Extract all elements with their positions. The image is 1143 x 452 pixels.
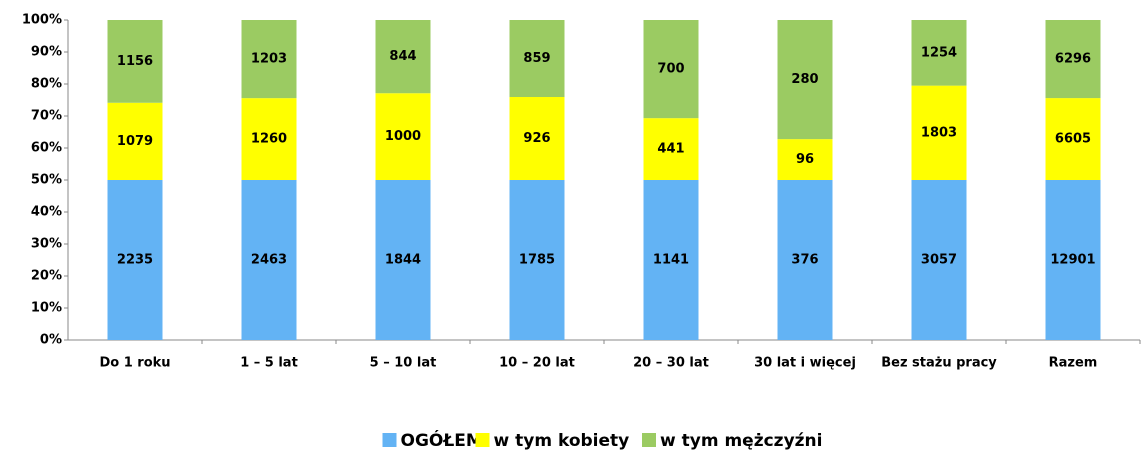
x-tick-label: 30 lat i więcej (754, 356, 856, 371)
y-tick-label: 90% (31, 45, 62, 60)
x-tick-label: Bez stażu pracy (881, 356, 997, 371)
data-label: 376 (791, 253, 818, 268)
data-label: 2235 (117, 253, 153, 268)
y-tick-label: 0% (40, 333, 62, 348)
x-tick-label: 1 – 5 lat (240, 356, 298, 371)
x-tick-label: 10 – 20 lat (499, 356, 575, 371)
bar-segment (643, 118, 699, 180)
data-label: 1203 (251, 52, 287, 67)
x-tick-label: Razem (1049, 356, 1098, 371)
data-label: 96 (796, 152, 814, 167)
y-tick-label: 20% (31, 269, 62, 284)
bar-segment (1045, 180, 1101, 340)
data-label: 1156 (117, 54, 153, 69)
bar-segment (375, 20, 431, 94)
bar-segment (241, 98, 297, 180)
y-tick-label: 100% (22, 13, 62, 28)
bar-segment (777, 180, 833, 340)
bar-segment (375, 180, 431, 340)
bar-segment (107, 180, 163, 340)
bar-segment (911, 85, 967, 180)
data-label: 1079 (117, 134, 153, 149)
x-tick-label: 5 – 10 lat (370, 356, 437, 371)
data-label: 1254 (921, 45, 957, 60)
data-label: 1260 (251, 132, 287, 147)
legend-label: w tym kobiety (494, 431, 630, 451)
bar-segment (375, 93, 431, 180)
data-label: 700 (657, 62, 684, 77)
y-tick-label: 50% (31, 173, 62, 188)
data-label: 1785 (519, 253, 555, 268)
data-label: 859 (523, 51, 550, 66)
data-label: 280 (791, 72, 818, 87)
data-label: 844 (389, 49, 416, 64)
data-label: 6605 (1055, 132, 1091, 147)
x-tick-label: Do 1 roku (99, 356, 170, 371)
y-tick-label: 60% (31, 141, 62, 156)
y-tick-label: 30% (31, 237, 62, 252)
data-label: 441 (657, 142, 684, 157)
legend-swatch (382, 433, 397, 447)
bar-segment (107, 20, 163, 103)
bar-segment (107, 102, 163, 180)
y-tick-label: 40% (31, 205, 62, 220)
bar-segment (509, 20, 565, 97)
legend-swatch (475, 433, 490, 447)
x-tick-label: 20 – 30 lat (633, 356, 709, 371)
data-label: 1000 (385, 129, 421, 144)
y-tick-label: 70% (31, 109, 62, 124)
bar-segment (509, 180, 565, 340)
data-label: 6296 (1055, 52, 1091, 67)
data-label: 3057 (921, 253, 957, 268)
bar-segment (777, 139, 833, 180)
data-label: 1844 (385, 253, 421, 268)
data-label: 12901 (1050, 253, 1095, 268)
legend-label: OGÓŁEM (401, 429, 483, 451)
bar-segment (241, 180, 297, 340)
y-tick-label: 80% (31, 77, 62, 92)
legend-swatch (642, 433, 656, 447)
bar-segment (911, 180, 967, 340)
data-label: 2463 (251, 253, 287, 268)
bar-segment (643, 20, 699, 119)
bar-segment (241, 20, 297, 99)
y-tick-label: 10% (31, 301, 62, 316)
data-label: 1141 (653, 253, 689, 268)
bar-segment (911, 20, 967, 86)
bar-segment (1045, 98, 1101, 180)
data-label: 1803 (921, 125, 957, 140)
bar-segment (1045, 20, 1101, 99)
bar-segment (509, 96, 565, 180)
bar-segment (777, 20, 833, 140)
legend-label: w tym mężczyźni (660, 431, 822, 451)
bar-segment (643, 180, 699, 340)
data-label: 926 (523, 131, 550, 146)
